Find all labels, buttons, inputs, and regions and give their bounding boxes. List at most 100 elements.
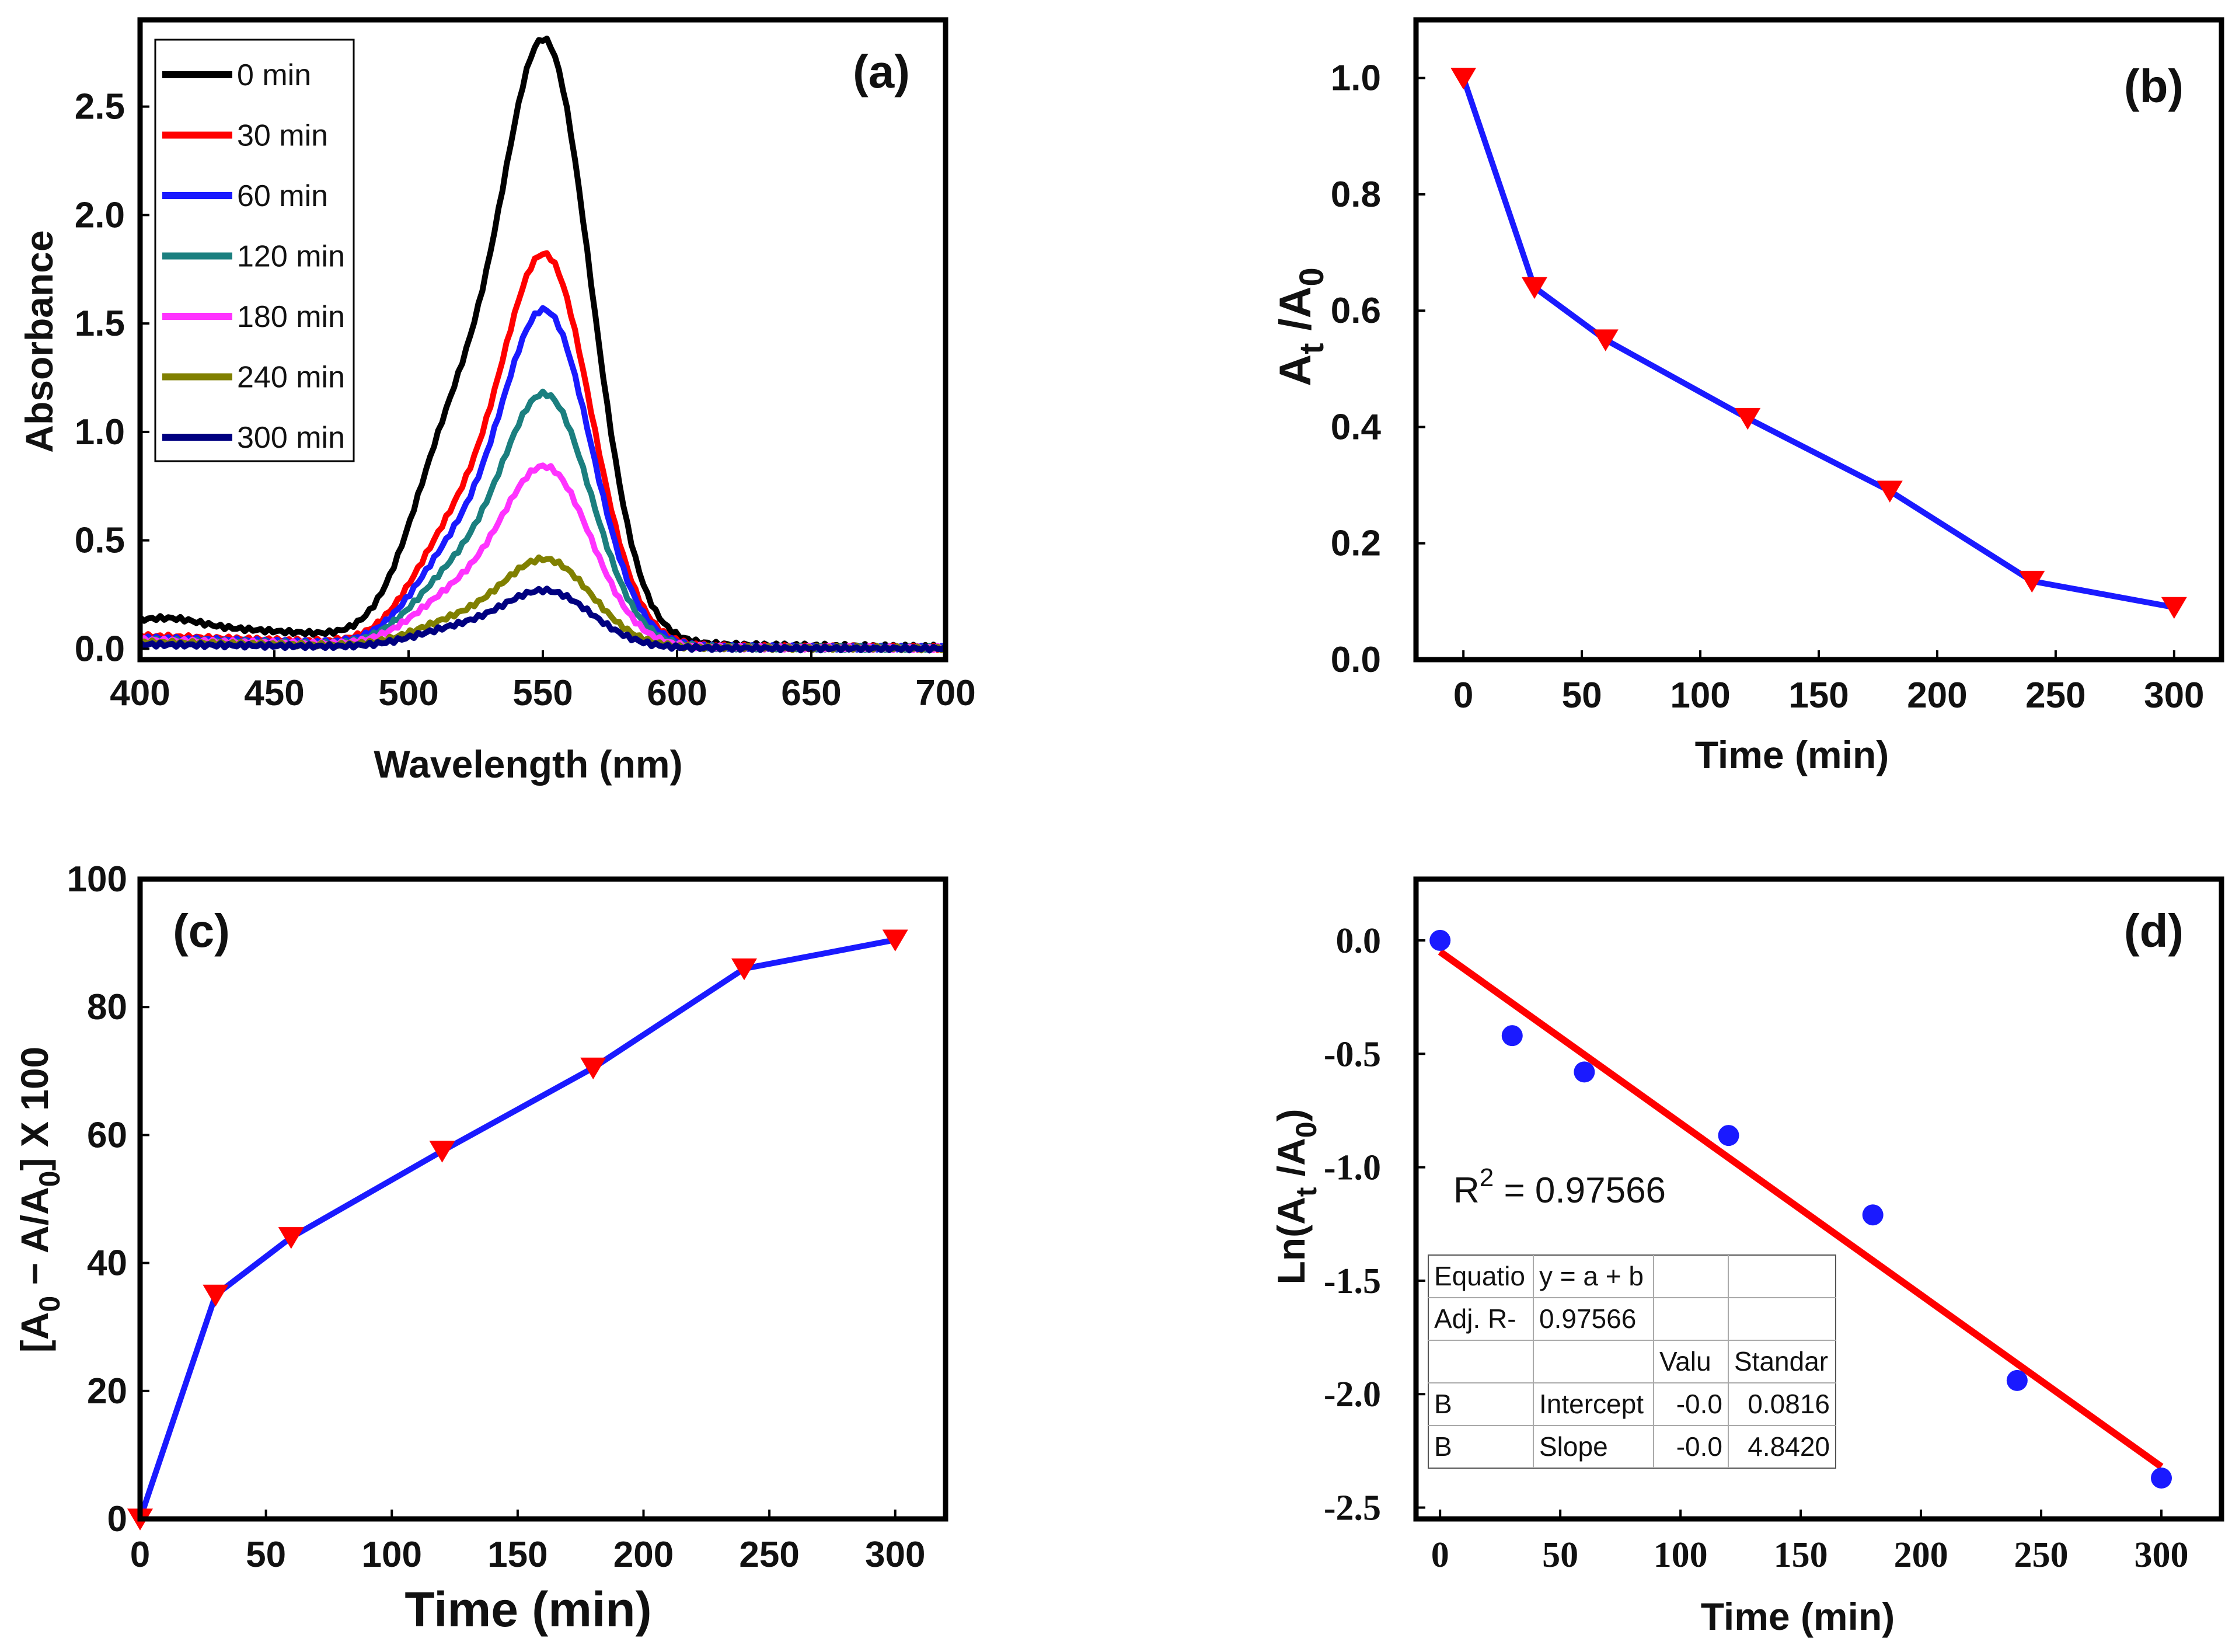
panel-d-table-cell: Equatio xyxy=(1434,1261,1525,1291)
panel-c-data-point xyxy=(882,929,908,952)
panel-d-table-cell: B xyxy=(1434,1389,1452,1419)
d-x-tick-label: 0 xyxy=(1431,1535,1449,1575)
panel-d-table-cell: 0.97566 xyxy=(1539,1304,1636,1334)
panel-c-data-point xyxy=(429,1141,455,1163)
panel-d-table-cell: Slope xyxy=(1539,1431,1608,1462)
a-x-tick-label: 650 xyxy=(781,673,841,713)
panel-a-legend: 0 min 30 min 60 min 120 min 180 min 240 min 30… xyxy=(154,39,355,462)
panel-a-plot-area xyxy=(138,36,948,654)
panel-b-plot-area xyxy=(1450,68,2187,619)
b-x-tick-label: 300 xyxy=(2144,675,2204,716)
a-x-tick-label: 500 xyxy=(378,673,438,713)
panel-d-x-ticks: 0 50 100 150 200 250 300 xyxy=(1431,1510,2189,1575)
a-y-tick-label: 0.5 xyxy=(75,521,125,561)
panel-b-label: (b) xyxy=(2124,60,2184,112)
panel-a-legend-label: 120 min xyxy=(237,240,345,274)
panel-a-legend-label: 30 min xyxy=(237,119,328,153)
d-y-tick-label: -2.5 xyxy=(1324,1489,1381,1528)
a-y-tick-label: 2.5 xyxy=(75,87,125,127)
panel-a-series-line xyxy=(138,585,947,654)
a-y-tick-label: 1.0 xyxy=(75,412,125,452)
panel-b-data-point xyxy=(2161,597,2187,619)
panel-d-table-cell: 0.0816 xyxy=(1748,1389,1830,1419)
c-x-tick-label: 150 xyxy=(487,1535,547,1575)
a-y-tick-label: 1.5 xyxy=(75,304,125,344)
panel-c-data-point xyxy=(203,1284,229,1307)
panel-a-y-ticks: 0.0 0.5 1.0 1.5 2.0 2.5 xyxy=(75,87,149,669)
panel-c-x-ticks: 0 50 100 150 200 250 300 xyxy=(130,1510,925,1575)
d-x-tick-label: 250 xyxy=(2014,1535,2069,1575)
panel-c-label: (c) xyxy=(173,905,230,957)
panel-b-data-point xyxy=(2019,570,2045,593)
panel-a-x-axis-title: Wavelength (nm) xyxy=(374,743,682,786)
panel-b-data-point xyxy=(1450,68,1477,90)
b-y-tick-label: 0.6 xyxy=(1331,291,1381,331)
panel-c-degradation-percent: 0 50 100 150 200 250 300 0 20 40 60 80 100 (c) Time… xyxy=(13,859,948,1637)
c-x-tick-label: 200 xyxy=(613,1535,674,1575)
panel-d-data-point xyxy=(1718,1125,1739,1146)
a-x-tick-label: 700 xyxy=(915,673,975,713)
b-x-tick-label: 200 xyxy=(1907,675,1967,716)
panel-d-fit-table: Equatio y = a + b Adj. R- 0.97566 Valu Standa… xyxy=(1428,1254,1836,1469)
panel-d-table-cell: -0.0 xyxy=(1676,1431,1722,1462)
c-y-tick-label: 40 xyxy=(87,1243,127,1284)
panel-d-data-point xyxy=(1574,1061,1595,1083)
panel-d-kinetics-fit: 0 50 100 150 200 250 300 0.0 -0.5 -1.0 -1.5 -2.0 -2… xyxy=(1270,876,2224,1638)
d-x-tick-label: 200 xyxy=(1894,1535,1948,1575)
panel-b-data-point xyxy=(1592,329,1619,351)
panel-b-data-point xyxy=(1521,277,1547,299)
panel-a-legend-label: 180 min xyxy=(237,300,345,334)
panel-a-absorbance-spectra: 400 450 500 550 600 650 700 0.0 0.5 1.0 1.5 2.0 2.5… xyxy=(18,17,976,786)
panel-d-data-point xyxy=(1862,1204,1884,1226)
panel-b-frame xyxy=(1413,17,2224,663)
panel-d-table-cell: Valu xyxy=(1659,1346,1711,1376)
c-y-tick-label: 100 xyxy=(67,859,127,900)
panel-b-data-point xyxy=(1735,407,1761,430)
a-y-tick-label: 2.0 xyxy=(75,195,125,235)
b-y-tick-label: 0.4 xyxy=(1331,407,1382,447)
panel-b-data-point xyxy=(1877,480,1903,503)
b-y-tick-label: 1.0 xyxy=(1331,58,1381,99)
c-y-tick-label: 80 xyxy=(87,987,127,1027)
panel-d-table-cell: y = a + b xyxy=(1539,1261,1644,1291)
panel-d-data-point xyxy=(2006,1369,2028,1391)
panel-c-x-axis-title: Time (min) xyxy=(404,1582,651,1637)
c-y-tick-label: 0 xyxy=(107,1499,127,1539)
panel-d-plot-area xyxy=(1429,929,2172,1489)
b-y-tick-label: 0.2 xyxy=(1331,524,1381,564)
panel-d-table-cell: Intercept xyxy=(1539,1389,1644,1419)
panel-d-table-cell: Adj. R- xyxy=(1434,1304,1516,1334)
panel-a-legend-label: 300 min xyxy=(237,421,345,455)
panel-c-y-ticks: 0 20 40 60 80 100 xyxy=(67,859,149,1539)
panel-b-normalized-absorbance: 0 50 100 150 200 250 300 0.0 0.2 0.4 0.6 0.8 1.0 (b… xyxy=(1271,17,2224,776)
c-y-tick-label: 20 xyxy=(87,1371,127,1411)
panel-c-y-axis-title: [A0 − A/A0] X 100 xyxy=(13,1047,66,1353)
a-x-tick-label: 550 xyxy=(512,673,573,713)
d-y-tick-label: -2.0 xyxy=(1324,1375,1381,1414)
panel-d-x-axis-title: Time (min) xyxy=(1701,1595,1895,1638)
panel-a-legend-label: 240 min xyxy=(237,361,345,395)
panel-c-data-point xyxy=(731,958,757,981)
panel-d-y-ticks: 0.0 -0.5 -1.0 -1.5 -2.0 -2.5 xyxy=(1324,921,1425,1528)
panel-a-label: (a) xyxy=(853,46,910,97)
d-y-tick-label: -1.0 xyxy=(1324,1148,1381,1188)
c-y-tick-label: 60 xyxy=(87,1115,127,1155)
panel-a-legend-label: 60 min xyxy=(237,179,328,213)
d-x-tick-label: 150 xyxy=(1774,1535,1828,1575)
panel-a-legend-box xyxy=(154,39,355,462)
panel-a-legend-label: 0 min xyxy=(237,58,311,92)
d-x-tick-label: 50 xyxy=(1542,1535,1578,1575)
panel-c-frame xyxy=(137,876,948,1522)
panel-b-y-axis-title: At /A0 xyxy=(1271,267,1331,386)
panel-d-r-squared: R2 = 0.97566 xyxy=(1453,1163,1666,1211)
d-y-tick-label: -1.5 xyxy=(1324,1261,1381,1301)
panel-d-frame xyxy=(1413,876,2224,1522)
panel-d-table-frame xyxy=(1428,1254,1836,1469)
panel-c-series-line xyxy=(137,937,896,1520)
a-x-tick-label: 600 xyxy=(647,673,707,713)
panel-d-table-cell: Standar xyxy=(1734,1346,1828,1376)
panel-c-data-point xyxy=(580,1057,606,1080)
a-x-tick-label: 450 xyxy=(244,673,304,713)
c-x-tick-label: 100 xyxy=(362,1535,422,1575)
panel-a-y-axis-title: Absorbance xyxy=(18,230,61,452)
